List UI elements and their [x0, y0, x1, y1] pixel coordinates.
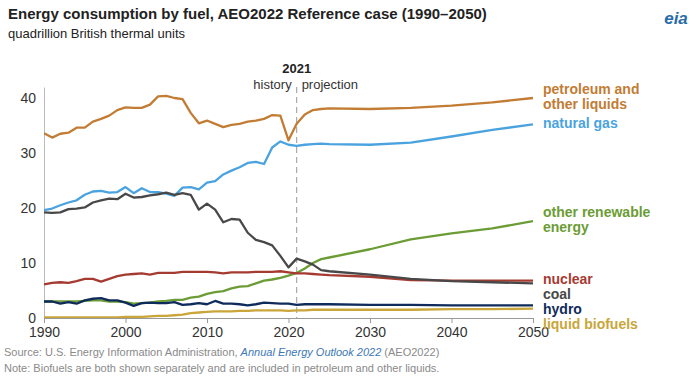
source-part: Source: U.S. Energy Information Administ…: [4, 346, 241, 358]
plot: 0102030401990200020102020203020402050202…: [20, 61, 549, 340]
chart: Energy consumption by fuel, AEO2022 Refe…: [0, 0, 700, 379]
subtitle: quadrillion British thermal units: [8, 26, 186, 41]
x-tick-label: 2040: [436, 324, 467, 340]
legend-label-line: other renewable: [543, 204, 651, 220]
series-line: [44, 96, 533, 141]
annotation-right: projection: [302, 77, 358, 92]
y-tick: 20: [20, 200, 44, 216]
x-tick: 1990: [29, 318, 60, 340]
x-tick-label: 2020: [273, 324, 304, 340]
legend-label-line: coal: [543, 286, 571, 302]
y-tick-label: 10: [20, 255, 36, 271]
legend-label-line: liquid biofuels: [543, 316, 638, 332]
series-line: [44, 124, 533, 210]
x-tick-mark: [289, 318, 290, 323]
y-tick-label: 40: [20, 90, 36, 106]
y-tick: 30: [20, 145, 44, 161]
x-tick-label: 2030: [355, 324, 386, 340]
source-part: Annual Energy Outlook 2022: [240, 346, 382, 358]
legend-label: nuclear: [543, 271, 593, 287]
annotation-left: history: [253, 77, 292, 92]
legend-label: natural gas: [543, 115, 618, 131]
x-tick-label: 2000: [110, 324, 141, 340]
legend-label-line: hydro: [543, 301, 582, 317]
legend-label-line: nuclear: [543, 271, 593, 287]
legend-label-line: natural gas: [543, 115, 618, 131]
legend-label-line: energy: [543, 219, 589, 235]
y-tick-label: 20: [20, 200, 36, 216]
source: Source: U.S. Energy Information Administ…: [4, 346, 439, 358]
series-line: [44, 309, 533, 318]
title: Energy consumption by fuel, AEO2022 Refe…: [8, 5, 487, 22]
y-tick-label: 30: [20, 145, 36, 161]
legend-label: hydro: [543, 301, 582, 317]
series-line: [44, 193, 533, 284]
logo: eia: [664, 9, 688, 28]
x-tick: 2030: [355, 318, 386, 340]
series-line: [44, 298, 533, 306]
y-tick: 10: [20, 255, 44, 271]
x-tick-mark: [452, 318, 453, 323]
series-lines: [44, 96, 533, 318]
x-tick-mark: [533, 318, 534, 323]
legend-label: other renewableenergy: [543, 204, 651, 235]
x-axis: 1990200020102020203020402050: [29, 318, 549, 340]
legend-label: coal: [543, 286, 571, 302]
legend-label: petroleum andother liquids: [543, 81, 639, 112]
x-tick: 2000: [110, 318, 141, 340]
x-tick-label: 1990: [29, 324, 60, 340]
legend: petroleum andother liquids natural gas oth…: [543, 81, 651, 332]
x-tick-label: 2010: [192, 324, 223, 340]
x-tick-mark: [370, 318, 371, 323]
y-axis: 010203040: [20, 88, 44, 326]
y-tick: 40: [20, 90, 44, 106]
x-tick: 2010: [192, 318, 223, 340]
x-tick-mark: [207, 318, 208, 323]
x-tick: 2040: [436, 318, 467, 340]
series-line: [44, 221, 533, 304]
x-tick: 2020: [273, 318, 304, 340]
annotation-label: 2021: [282, 61, 311, 76]
x-tick-mark: [44, 318, 45, 323]
note: Note: Biofuels are both shown separately…: [4, 362, 439, 374]
legend-label-line: petroleum and: [543, 81, 639, 97]
x-tick-mark: [126, 318, 127, 323]
legend-label: liquid biofuels: [543, 316, 638, 332]
legend-label-line: other liquids: [543, 96, 627, 112]
source-part: (AEO2022): [381, 346, 439, 358]
